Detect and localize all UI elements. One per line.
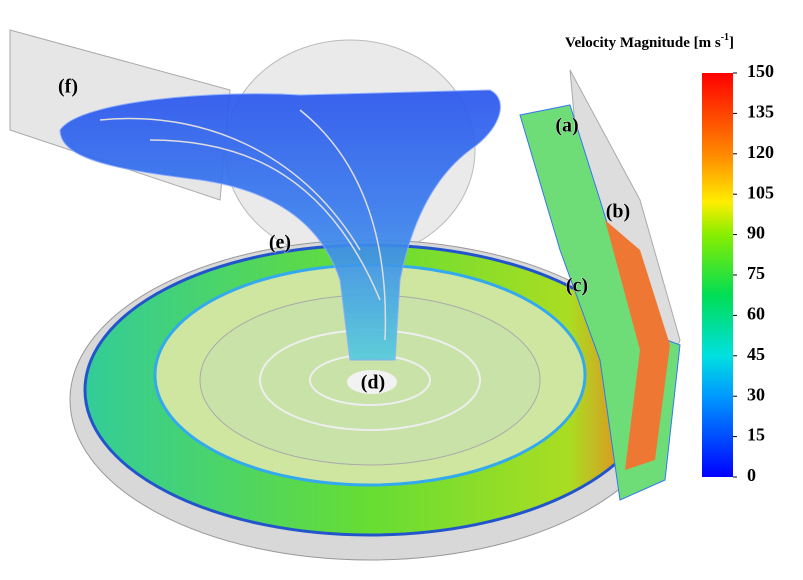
- region-label: (b): [606, 201, 630, 223]
- region-label: (a): [555, 115, 578, 137]
- title-end: ]: [729, 35, 734, 51]
- tick-label: 30: [747, 384, 765, 404]
- colorbar-title: Velocity Magnitude [m s-1]: [565, 32, 734, 51]
- title-superscript: -1: [721, 32, 729, 43]
- tick-label: 135: [747, 102, 774, 122]
- colorbar: [702, 73, 733, 477]
- region-label: (f): [58, 76, 78, 98]
- region-label: (c): [566, 275, 588, 297]
- title-text: Velocity Magnitude [m s: [565, 35, 721, 51]
- region-label: (d): [361, 372, 385, 394]
- tick-label: 75: [747, 263, 765, 283]
- region-label: (e): [269, 232, 291, 254]
- tick-label: 60: [747, 304, 765, 324]
- page: (a) (b) (c) (d) (e) (f) Velocity Magnitude [m…: [0, 0, 803, 575]
- tick-label: 105: [747, 182, 774, 202]
- tick-label: 15: [747, 425, 765, 445]
- tick-label: 45: [747, 344, 765, 364]
- figure: (a) (b) (c) (d) (e) (f) Velocity Magnitude [m…: [0, 0, 803, 575]
- tick-label: 90: [747, 223, 765, 243]
- tick-label: 0: [747, 465, 756, 485]
- tick-label: 150: [747, 61, 774, 81]
- tick-label: 120: [747, 142, 774, 162]
